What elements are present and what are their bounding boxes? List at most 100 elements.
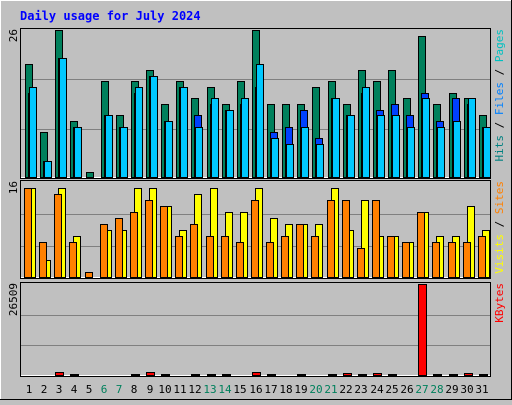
bar-sites-day-28	[432, 242, 440, 278]
chart-title: Daily usage for July 2024	[20, 9, 201, 23]
x-tick-day-7: 7	[116, 383, 123, 396]
x-tick-day-11: 11	[173, 383, 186, 396]
panel-max-label: 26509	[7, 283, 20, 316]
series-kbytes	[55, 284, 488, 376]
bar-kbytes-day-10	[161, 374, 170, 376]
bar-sites-day-17	[266, 242, 274, 278]
legend-separator: /	[493, 115, 506, 135]
bar-pages-day-27	[422, 98, 430, 178]
bar-kbytes-day-30	[464, 373, 473, 376]
legend-hits: Hits	[493, 135, 506, 162]
bar-sites-day-15	[236, 242, 244, 278]
bar-pages-day-24	[377, 115, 385, 178]
bar-pages-day-31	[483, 127, 491, 178]
bar-sites-day-9	[145, 200, 153, 278]
legend-visits: Visits	[493, 234, 506, 274]
x-tick-day-23: 23	[354, 383, 367, 396]
bar-sites-day-14	[221, 236, 229, 278]
bar-sites-day-25	[387, 236, 395, 278]
x-tick-day-28: 28	[430, 383, 443, 396]
bar-sites-day-8	[130, 212, 138, 278]
bar-kbytes-day-22	[343, 373, 352, 376]
x-tick-day-6: 6	[101, 383, 108, 396]
x-tick-day-8: 8	[131, 383, 138, 396]
bar-pages-day-6	[105, 115, 113, 178]
bar-kbytes-day-25	[388, 374, 397, 376]
bar-sites-day-16	[251, 200, 259, 278]
bar-kbytes-day-31	[479, 374, 488, 376]
x-tick-day-16: 16	[249, 383, 262, 396]
bar-sites-day-12	[190, 224, 198, 278]
x-tick-day-31: 31	[475, 383, 488, 396]
bar-sites-day-21	[327, 200, 335, 278]
bar-kbytes-day-28	[433, 374, 442, 376]
bar-pages-day-29	[453, 121, 461, 178]
panel-1: 26 Hits / Files / Pages	[7, 28, 506, 179]
x-tick-day-4: 4	[71, 383, 78, 396]
bar-pages-day-26	[407, 127, 415, 178]
bar-kbytes-day-19	[297, 374, 306, 376]
bar-kbytes-day-24	[373, 373, 382, 376]
bar-pages-day-17	[271, 138, 279, 178]
bar-sites-day-29	[448, 242, 456, 278]
series-sites	[24, 188, 486, 278]
bar-kbytes-day-27	[418, 284, 427, 376]
bar-pages-day-14	[226, 110, 234, 178]
panel-max-label: 16	[7, 181, 20, 194]
x-tick-day-20: 20	[309, 383, 322, 396]
bar-sites-day-4	[69, 242, 77, 278]
x-tick-day-27: 27	[415, 383, 428, 396]
bar-sites-day-30	[463, 242, 471, 278]
panel-legend: Hits / Files / Pages	[493, 29, 506, 162]
x-tick-day-13: 13	[203, 383, 216, 396]
bar-pages-day-19	[301, 127, 309, 178]
bar-pages-day-16	[256, 64, 264, 178]
bar-pages-day-3	[59, 58, 67, 178]
bar-pages-day-22	[347, 115, 355, 178]
panel-frame	[20, 282, 491, 377]
x-tick-day-5: 5	[86, 383, 93, 396]
x-tick-day-21: 21	[324, 383, 337, 396]
legend-files: Files	[493, 82, 506, 115]
bar-sites-day-6	[100, 224, 108, 278]
legend-separator: /	[493, 62, 506, 82]
legend-pages: Pages	[493, 29, 506, 62]
bar-kbytes-day-12	[191, 374, 200, 376]
bar-pages-day-28	[437, 127, 445, 178]
panel-legend: Visits / Sites	[493, 181, 506, 274]
x-tick-day-18: 18	[279, 383, 292, 396]
bar-pages-day-30	[468, 98, 476, 178]
x-axis-labels: 1 2 3 4 5 6 7 8 9 10 11 12 13 14 15 16 17 18 19 20 21 22 23 24 2…	[26, 383, 489, 396]
x-tick-day-19: 19	[294, 383, 307, 396]
bar-sites-day-13	[206, 236, 214, 278]
x-tick-day-3: 3	[56, 383, 63, 396]
bar-kbytes-day-8	[131, 374, 140, 376]
bar-kbytes-day-16	[252, 372, 261, 376]
bar-sites-day-7	[115, 218, 123, 278]
x-tick-day-12: 12	[188, 383, 201, 396]
x-tick-day-9: 9	[147, 383, 154, 396]
panel-3: 26509 KBytes	[7, 282, 506, 377]
bar-kbytes-day-23	[358, 374, 367, 376]
bar-pages-day-4	[74, 127, 82, 178]
x-tick-day-10: 10	[158, 383, 171, 396]
x-tick-day-14: 14	[218, 383, 232, 396]
bar-kbytes-day-21	[328, 374, 337, 376]
x-tick-day-22: 22	[339, 383, 352, 396]
bar-kbytes-day-3	[55, 372, 64, 376]
bar-sites-day-23	[357, 248, 365, 278]
bar-sites-day-20	[311, 236, 319, 278]
bar-pages-day-7	[120, 127, 128, 178]
x-tick-day-25: 25	[385, 383, 398, 396]
bar-sites-day-24	[372, 200, 380, 278]
bar-sites-day-18	[281, 236, 289, 278]
bar-pages-day-10	[165, 121, 173, 178]
panel-max-label: 26	[7, 29, 20, 42]
bar-pages-day-12	[195, 127, 203, 178]
bar-pages-day-25	[392, 115, 400, 178]
bar-kbytes-day-29	[449, 374, 458, 376]
bar-pages-day-13	[211, 98, 219, 178]
bar-pages-day-8	[135, 87, 143, 178]
